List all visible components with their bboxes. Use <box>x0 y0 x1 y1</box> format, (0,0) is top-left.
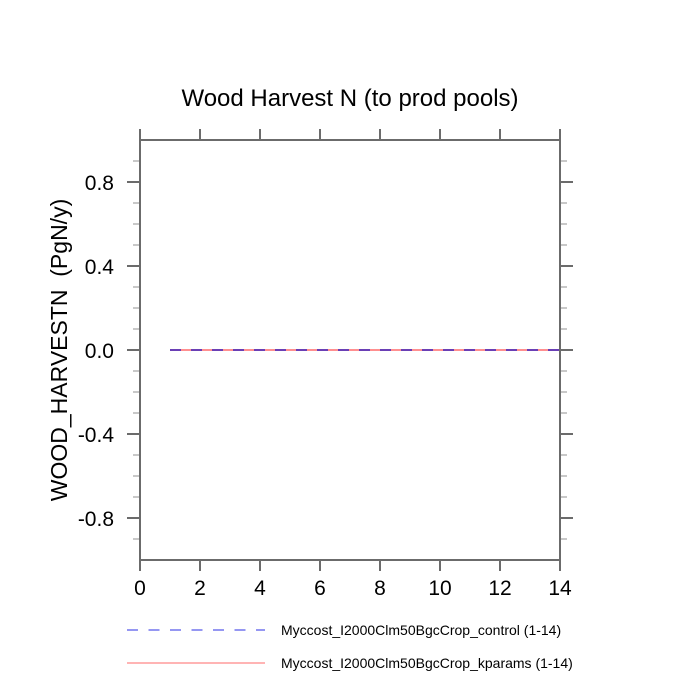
y-tick-label: -0.4 <box>78 424 115 447</box>
legend-label-kparams: Myccost_I2000Clm50BgcCrop_kparams (1-14) <box>281 655 573 671</box>
x-tick-label: 2 <box>194 577 206 600</box>
x-tick-label: 14 <box>548 577 572 600</box>
y-tick-label: 0.8 <box>85 172 114 195</box>
x-tick-label: 4 <box>254 577 266 600</box>
plot-frame <box>139 139 561 561</box>
chart-title: Wood Harvest N (to prod pools) <box>181 85 518 112</box>
legend-label-control: Myccost_I2000Clm50BgcCrop_control (1-14) <box>281 622 561 638</box>
x-tick-label: 8 <box>374 577 386 600</box>
tick-labels: 0 2 4 6 8 10 12 14 -0.8 -0.4 0.0 0.4 0.8 <box>78 172 572 600</box>
y-tick-label: 0.4 <box>85 256 115 279</box>
x-tick-label: 12 <box>488 577 511 600</box>
axis-ticks <box>127 129 573 571</box>
x-tick-label: 6 <box>314 577 326 600</box>
legend: Myccost_I2000Clm50BgcCrop_control (1-14)… <box>127 622 573 671</box>
y-tick-label: 0.0 <box>85 340 114 363</box>
y-axis-label: WOOD_HARVESTN (PgN/y) <box>46 199 72 501</box>
x-tick-label: 10 <box>428 577 451 600</box>
y-tick-label: -0.8 <box>78 508 114 531</box>
x-tick-label: 0 <box>134 577 146 600</box>
